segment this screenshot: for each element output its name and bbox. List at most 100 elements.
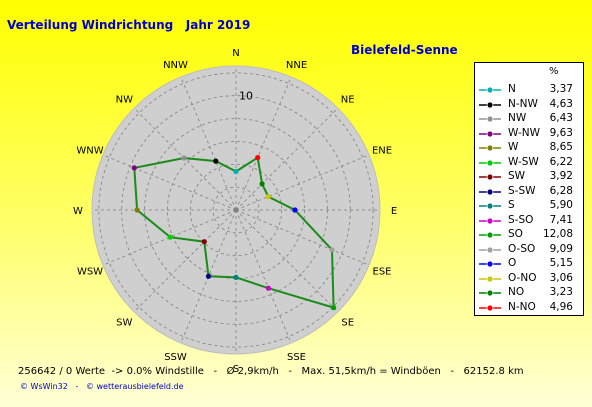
legend-value: 9,63 [549,126,573,139]
legend-symbol [479,86,501,94]
legend-unit: % [549,66,559,77]
legend-item: O-NO 3,06 [475,272,583,285]
rose-point-w [134,207,140,213]
rose-point-wnw [131,165,137,171]
legend-symbol [479,289,501,297]
legend-value: 7,41 [549,213,573,226]
direction-label-sse: SSE [287,352,306,363]
legend-symbol [479,144,501,152]
legend-item: S-SO 7,41 [475,214,583,227]
legend-label: N [508,83,516,95]
direction-label-n: N [232,48,239,59]
legend-label: NW [508,112,527,124]
legend-value: 12,08 [542,228,573,240]
legend-value: 4,63 [549,97,573,110]
direction-label-s: S [233,364,239,375]
legend-value: 5,15 [549,257,573,269]
legend-symbol [479,202,501,210]
direction-label-nw: NW [116,94,133,105]
rose-point-ne [259,181,265,187]
rose-point-s [233,274,239,280]
legend-value: 9,09 [549,242,573,255]
legend-symbol [479,188,501,195]
rose-point-nne [255,155,261,161]
legend-item: NO 3,23 [475,286,583,299]
rose-point-ese [329,247,335,253]
legend-label: O [508,257,517,269]
direction-label-ssw: SSW [164,352,187,363]
legend-label: W [508,141,519,153]
direction-label-sw: SW [116,318,132,329]
legend-value: 4,96 [549,300,573,313]
legend-label: S-SO [508,213,534,226]
legend-value: 6,43 [549,112,573,124]
direction-label-ne: NE [341,94,355,105]
legend-symbol [479,101,501,108]
legend-item: N-NW 4,63 [475,98,583,111]
credit-line: © WsWin32 - © wetterausbielefeld.de [20,382,184,391]
legend-item: O 5,15 [475,257,583,270]
radial-scale-label: 10 [239,90,253,103]
direction-label-se: SE [341,318,354,329]
legend-symbol [479,130,501,137]
direction-label-nnw: NNW [163,60,188,71]
legend-value: 6,22 [549,155,573,168]
legend-item: W-NW 9,63 [475,127,583,140]
legend-value: 6,28 [549,184,573,197]
rose-point-e [292,207,298,213]
legend-label: N-NW [508,97,538,110]
legend-label: SW [508,170,526,182]
legend-label: W-NW [508,126,540,139]
legend-item: W 8,65 [475,141,583,154]
legend-label: N-NO [508,300,536,313]
legend-item: SW 3,92 [475,170,583,183]
legend-label: W-SW [508,155,539,168]
rose-point-nnw [213,158,219,164]
rose-point-sse [265,285,271,291]
legend-item: W-SW 6,22 [475,156,583,169]
direction-label-nne: NNE [286,60,307,71]
legend-symbol [479,231,501,239]
legend-label: SO [508,228,523,240]
rose-point-ssw [205,273,212,279]
rose-point-se [331,305,337,311]
rose-points [131,155,337,311]
legend-label: O-NO [508,271,537,284]
legend-item: S 5,90 [475,199,583,212]
direction-label-wnw: WNW [76,146,103,157]
legend-item: O-SO 9,09 [475,243,583,256]
legend-item: N-NO 4,96 [475,301,583,314]
legend-symbol [479,260,501,268]
legend-value: 8,65 [549,141,573,153]
legend-label: S-SW [508,184,536,197]
rose-grid [92,66,380,354]
grid-ring [212,186,260,234]
legend-value: 3,23 [549,286,573,298]
direction-label-e: E [391,206,397,217]
rose-point-nw [181,155,187,161]
rose-point-n [233,168,239,175]
legend-label: S [508,199,515,211]
legend: % N 3,37 N-NW 4,63 NW 6,43 W-NW 9,63 W 8,65 W-SW 6,… [474,62,584,316]
legend-symbol [479,275,501,282]
rose-point-wsw [167,234,173,240]
direction-label-ese: ESE [373,267,392,278]
direction-label-ene: ENE [372,146,392,157]
rose-point-ene [265,194,271,200]
legend-symbol [479,217,501,224]
legend-item: S-SW 6,28 [475,185,583,198]
legend-item: NW 6,43 [475,112,583,125]
footer-stats: 256642 / 0 Werte -> 0.0% Windstille - Ø … [18,366,524,377]
legend-value: 3,06 [549,271,573,284]
legend-value: 3,92 [549,170,573,182]
legend-value: 3,37 [549,83,573,95]
chart-title: Verteilung Windrichtung Jahr 2019 [7,18,251,32]
legend-symbol [479,246,501,253]
direction-label-wsw: WSW [77,267,103,278]
legend-item: N 3,37 [475,83,583,96]
direction-label-w: W [73,206,83,217]
grid-ring [98,72,374,348]
station-name: Bielefeld-Senne [351,43,458,57]
